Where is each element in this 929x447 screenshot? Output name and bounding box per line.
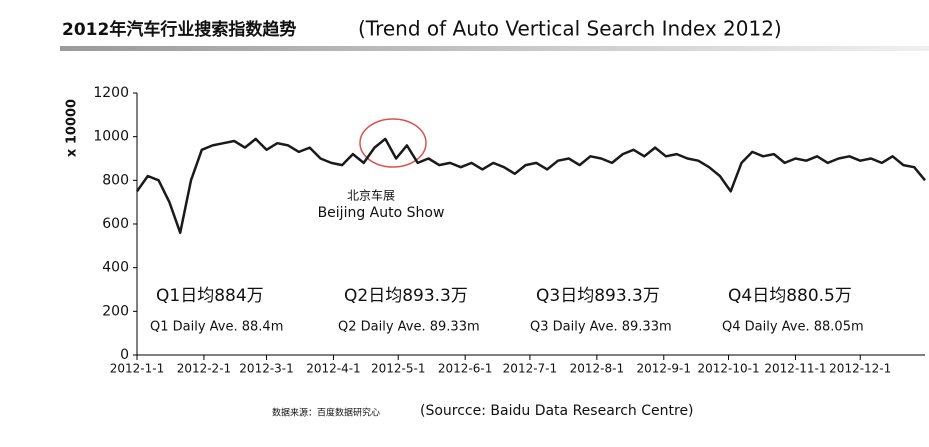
quarter-en: Q3 Daily Ave. 89.33m — [530, 320, 672, 335]
title-underline — [60, 46, 929, 51]
x-tick-label: 2012-7-1 — [503, 362, 557, 376]
x-tick-label: 2012-4-1 — [306, 362, 360, 376]
x-tick-label: 2012-11-1 — [764, 362, 826, 376]
chart-subtitle: (Trend of Auto Vertical Search Index 201… — [358, 17, 782, 41]
x-tick-label: 2012-1-1 — [110, 362, 164, 376]
x-tick-label: 2012-2-1 — [177, 362, 231, 376]
y-tick-label: 800 — [102, 172, 129, 188]
x-tick-label: 2012-12-1 — [829, 362, 891, 376]
x-tick-label: 2012-6-1 — [438, 362, 492, 376]
source-en: (Sourcce: Baidu Data Research Centre) — [420, 403, 694, 419]
y-tick-label: 0 — [120, 347, 129, 363]
quarter-cn: Q4日均880.5万 — [728, 286, 852, 306]
quarter-en: Q4 Daily Ave. 88.05m — [722, 320, 864, 335]
quarter-cn: Q3日均893.3万 — [536, 286, 660, 306]
quarter-cn: Q2日均893.3万 — [344, 286, 468, 306]
x-tick-label: 2012-3-1 — [239, 362, 293, 376]
x-tick-label: 2012-9-1 — [637, 362, 691, 376]
line — [135, 137, 926, 234]
y-tick-label: 600 — [102, 216, 129, 232]
quarter-en: Q1 Daily Ave. 88.4m — [150, 320, 283, 335]
x-tick-label: 2012-10-1 — [697, 362, 759, 376]
y-tick-label: 1200 — [93, 85, 129, 101]
chart-title: 2012年汽车行业搜索指数趋势 — [62, 19, 296, 40]
y-tick-label: 200 — [102, 303, 129, 319]
annotation-cn: 北京车展 — [347, 188, 395, 203]
x-tick-label: 2012-8-1 — [570, 362, 624, 376]
source-cn: 数据来源：百度数据研究心 — [272, 407, 380, 419]
y-axis-label: x 10000 — [65, 99, 80, 157]
x-tick-label: 2012-5-1 — [371, 362, 425, 376]
annotation-en: Beijing Auto Show — [318, 205, 445, 221]
y-tick-label: 1000 — [93, 129, 129, 145]
quarter-en: Q2 Daily Ave. 89.33m — [338, 320, 480, 335]
highlight-circle — [359, 118, 427, 168]
y-tick-label: 400 — [102, 260, 129, 276]
quarter-cn: Q1日均884万 — [156, 286, 264, 306]
